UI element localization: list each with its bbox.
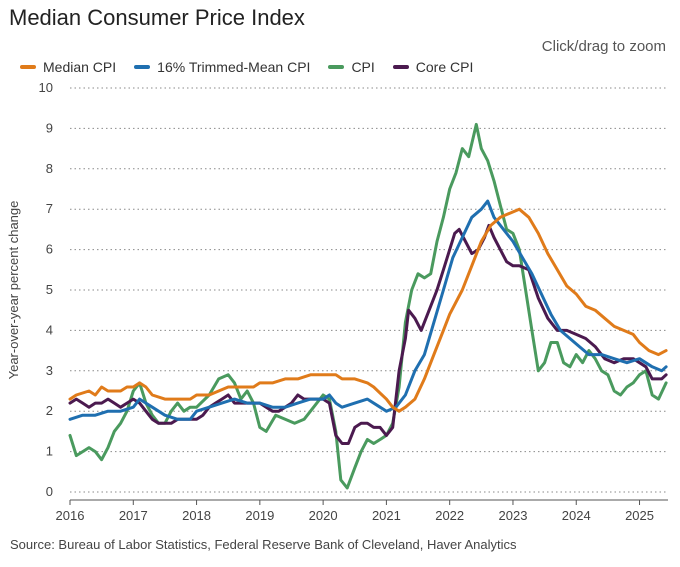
y-tick-label-9: 9 xyxy=(46,120,53,135)
series-line-cpi[interactable] xyxy=(68,122,668,490)
y-tick-label-2: 2 xyxy=(46,403,53,418)
y-tick-label-3: 3 xyxy=(46,363,53,378)
y-tick-label-5: 5 xyxy=(46,282,53,297)
x-tick-label-2016: 2016 xyxy=(56,508,85,523)
x-tick-label-2020: 2020 xyxy=(309,508,338,523)
zoom-hint: Click/drag to zoom xyxy=(541,38,666,55)
source-note: Source: Bureau of Labor Statistics, Fede… xyxy=(10,537,517,552)
x-tick-label-2022: 2022 xyxy=(435,508,464,523)
legend-item-cpi[interactable]: CPI xyxy=(328,59,375,75)
y-tick-label-6: 6 xyxy=(46,242,53,257)
page-title: Median Consumer Price Index xyxy=(9,5,305,30)
y-tick-label-7: 7 xyxy=(46,201,53,216)
legend-swatch-cpi xyxy=(328,65,345,69)
legend-item-trimmed-mean-cpi[interactable]: 16% Trimmed-Mean CPI xyxy=(134,59,310,75)
legend-swatch-trimmed-mean-cpi xyxy=(134,65,151,69)
y-tick-label-1: 1 xyxy=(46,444,53,459)
legend-item-core-cpi[interactable]: Core CPI xyxy=(392,59,474,75)
legend-label-trimmed-mean-cpi: 16% Trimmed-Mean CPI xyxy=(157,59,311,75)
x-tick-label-2025: 2025 xyxy=(625,508,654,523)
y-tick-label-0: 0 xyxy=(46,484,53,499)
x-tick-label-2017: 2017 xyxy=(119,508,148,523)
x-tick-label-2024: 2024 xyxy=(562,508,591,523)
legend-swatch-core-cpi xyxy=(392,65,409,69)
y-tick-label-4: 4 xyxy=(46,322,53,337)
y-axis-label: Year-over-year percent change xyxy=(6,201,21,380)
legend-item-median-cpi[interactable]: Median CPI xyxy=(20,59,116,75)
y-tick-label-8: 8 xyxy=(46,161,53,176)
x-tick-label-2019: 2019 xyxy=(245,508,274,523)
x-tick-label-2023: 2023 xyxy=(499,508,528,523)
legend-label-core-cpi: Core CPI xyxy=(415,59,474,75)
series-line-16-trimmed-mean-cpi[interactable] xyxy=(68,199,668,421)
x-tick-label-2021: 2021 xyxy=(372,508,401,523)
chart-legend: Median CPI 16% Trimmed-Mean CPI CPI Core… xyxy=(20,59,473,75)
series-line-core-cpi[interactable] xyxy=(68,223,668,445)
legend-label-cpi: CPI xyxy=(351,59,375,75)
y-tick-label-10: 10 xyxy=(39,80,53,95)
legend-swatch-median-cpi xyxy=(20,65,36,69)
series-line-median-cpi[interactable] xyxy=(68,207,668,413)
x-tick-label-2018: 2018 xyxy=(182,508,211,523)
legend-label-median-cpi: Median CPI xyxy=(43,59,117,75)
